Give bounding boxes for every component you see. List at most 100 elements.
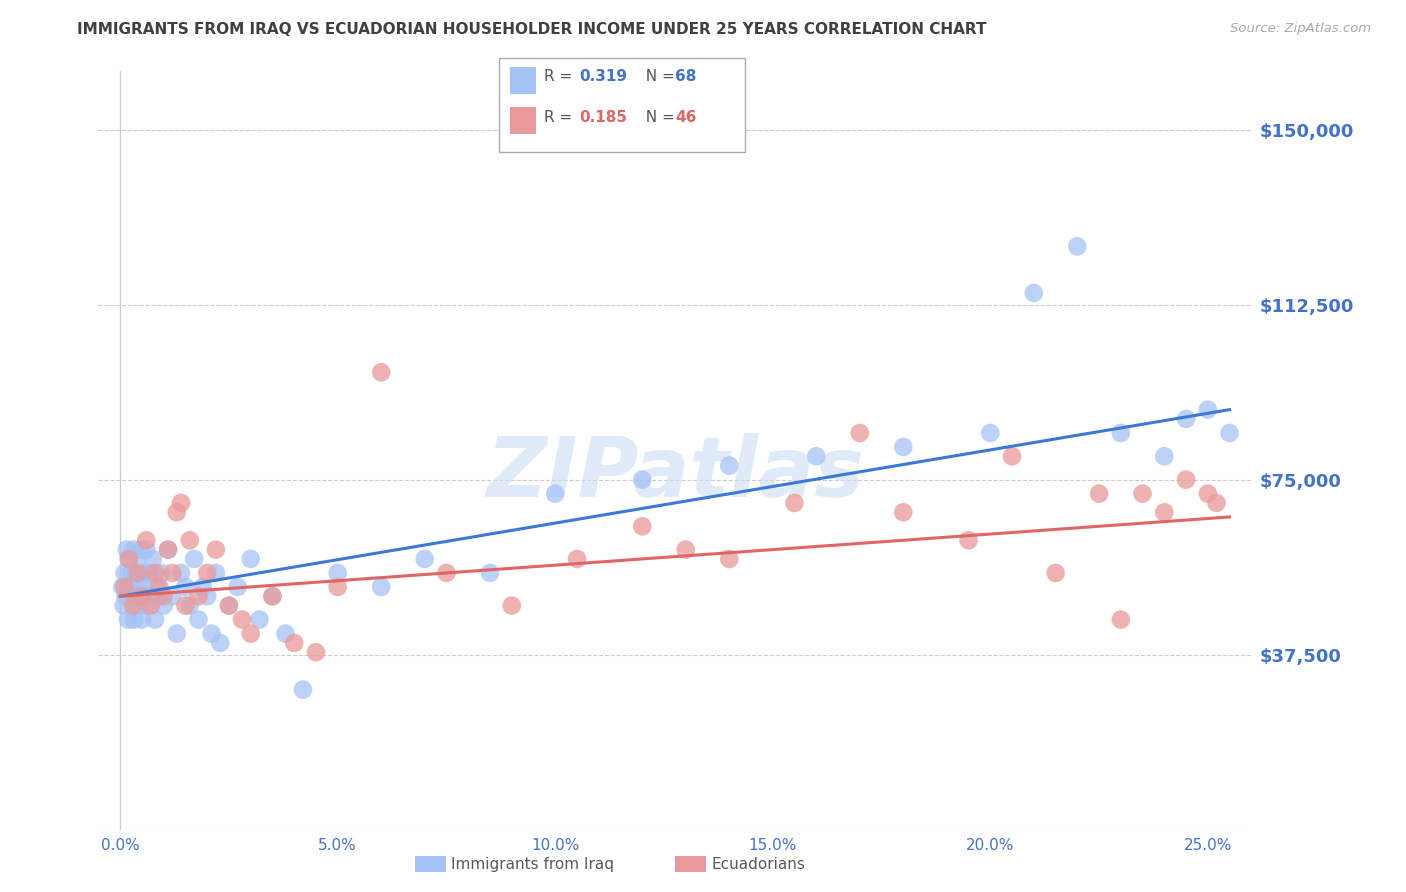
Point	[631, 519, 654, 533]
Point	[124, 566, 146, 580]
Point	[1197, 402, 1219, 417]
Point	[1153, 450, 1175, 464]
Point	[121, 589, 143, 603]
Point	[1175, 473, 1198, 487]
Point	[127, 566, 149, 580]
Text: 68: 68	[675, 69, 696, 84]
Point	[1001, 450, 1024, 464]
Point	[174, 580, 197, 594]
Point	[150, 566, 173, 580]
Point	[262, 589, 284, 603]
Point	[191, 580, 214, 594]
Point	[326, 580, 349, 594]
Point	[143, 566, 166, 580]
Point	[1109, 425, 1132, 440]
Point	[891, 440, 914, 454]
Text: N =: N =	[636, 110, 679, 125]
Point	[957, 533, 980, 548]
Point	[139, 599, 162, 613]
Point	[127, 552, 149, 566]
Point	[436, 566, 458, 580]
Point	[1109, 613, 1132, 627]
Point	[142, 552, 165, 566]
Point	[127, 580, 149, 594]
Point	[239, 626, 262, 640]
Point	[1205, 496, 1227, 510]
Point	[135, 542, 157, 557]
Point	[1153, 505, 1175, 519]
Point	[152, 589, 174, 603]
Point	[1175, 412, 1198, 426]
Point	[148, 589, 170, 603]
Point	[783, 496, 806, 510]
Point	[132, 566, 155, 580]
Point	[1066, 239, 1088, 253]
Point	[120, 566, 142, 580]
Point	[170, 566, 193, 580]
Point	[179, 599, 201, 613]
Point	[117, 613, 139, 627]
Point	[132, 580, 155, 594]
Point	[157, 542, 180, 557]
Point	[226, 580, 249, 594]
Point	[152, 599, 174, 613]
Point	[979, 425, 1001, 440]
Point	[166, 626, 188, 640]
Point	[187, 589, 209, 603]
Point	[849, 425, 872, 440]
Point	[174, 599, 197, 613]
Point	[262, 589, 284, 603]
Point	[166, 505, 188, 519]
Text: R =: R =	[544, 69, 578, 84]
Point	[122, 613, 145, 627]
Point	[231, 613, 253, 627]
Point	[131, 589, 153, 603]
Point	[129, 542, 152, 557]
Point	[112, 599, 135, 613]
Point	[283, 636, 305, 650]
Point	[200, 626, 222, 640]
Point	[1088, 486, 1111, 500]
Point	[205, 542, 228, 557]
Text: Ecuadorians: Ecuadorians	[711, 857, 806, 871]
Point	[114, 589, 136, 603]
Point	[247, 613, 270, 627]
Point	[1132, 486, 1154, 500]
Point	[806, 450, 828, 464]
Text: N =: N =	[636, 69, 679, 84]
Point	[1022, 285, 1045, 300]
Point	[565, 552, 588, 566]
Point	[675, 542, 697, 557]
Point	[115, 542, 138, 557]
Point	[179, 533, 201, 548]
Text: 46: 46	[675, 110, 696, 125]
Point	[631, 473, 654, 487]
Point	[122, 542, 145, 557]
Point	[291, 682, 314, 697]
Text: R =: R =	[544, 110, 578, 125]
Text: IMMIGRANTS FROM IRAQ VS ECUADORIAN HOUSEHOLDER INCOME UNDER 25 YEARS CORRELATION: IMMIGRANTS FROM IRAQ VS ECUADORIAN HOUSE…	[77, 22, 987, 37]
Point	[170, 496, 193, 510]
Point	[111, 580, 134, 594]
Point	[118, 552, 141, 566]
Point	[128, 599, 150, 613]
Point	[218, 599, 240, 613]
Point	[157, 542, 180, 557]
Point	[274, 626, 297, 640]
Text: Immigrants from Iraq: Immigrants from Iraq	[451, 857, 614, 871]
Point	[162, 566, 184, 580]
Point	[413, 552, 436, 566]
Text: Source: ZipAtlas.com: Source: ZipAtlas.com	[1230, 22, 1371, 36]
Point	[1219, 425, 1241, 440]
Point	[134, 599, 156, 613]
Point	[195, 566, 218, 580]
Point	[370, 365, 392, 379]
Point	[118, 580, 141, 594]
Point	[544, 486, 567, 500]
Point	[135, 533, 157, 548]
Point	[305, 645, 328, 659]
Text: 0.185: 0.185	[579, 110, 627, 125]
Point	[131, 613, 153, 627]
Point	[218, 599, 240, 613]
Text: ZIPatlas: ZIPatlas	[486, 433, 863, 514]
